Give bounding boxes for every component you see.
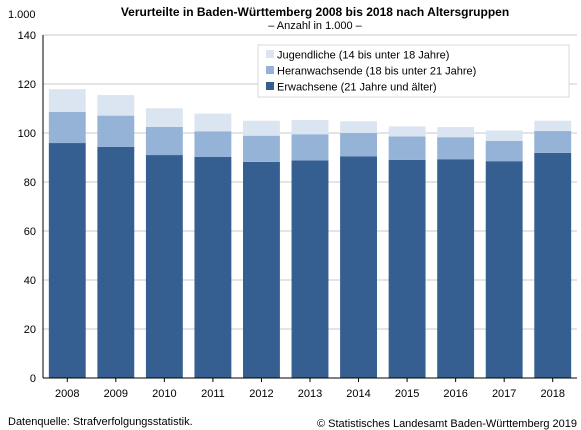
x-tick-label: 2013 bbox=[298, 388, 322, 400]
bar-segment bbox=[388, 126, 426, 137]
legend-label: Jugendliche (14 bis unter 18 Jahre) bbox=[277, 50, 449, 62]
bar-segment bbox=[437, 159, 475, 378]
legend-label: Erwachsene (21 Jahre und älter) bbox=[277, 82, 437, 94]
x-tick-label: 2017 bbox=[492, 388, 516, 400]
bar-segment bbox=[340, 156, 377, 378]
bar-segment bbox=[243, 161, 280, 378]
bar-segment bbox=[534, 120, 572, 132]
legend-swatch bbox=[266, 82, 274, 90]
bar-segment bbox=[485, 161, 523, 378]
y-tick-label: 100 bbox=[18, 128, 36, 140]
y-axis-unit-label: 1.000 bbox=[8, 9, 36, 21]
bar-segment bbox=[145, 108, 183, 127]
x-tick-label: 2015 bbox=[395, 388, 419, 400]
bar-segment bbox=[388, 159, 426, 378]
chart-subtitle: – Anzahl in 1.000 – bbox=[268, 20, 362, 32]
bar-segment bbox=[97, 146, 135, 378]
x-tick-label: 2008 bbox=[55, 388, 79, 400]
bar-segment bbox=[534, 152, 572, 378]
bar-segment bbox=[194, 113, 232, 132]
y-tick-label: 40 bbox=[24, 275, 36, 287]
bar-segment bbox=[291, 134, 329, 161]
bar-segment bbox=[97, 95, 135, 116]
bar-segment bbox=[243, 120, 280, 136]
bar-segment bbox=[48, 89, 86, 112]
x-tick-label: 2009 bbox=[104, 388, 128, 400]
y-tick-label: 140 bbox=[18, 30, 36, 42]
bar-segment bbox=[48, 111, 86, 144]
bar-segment bbox=[485, 140, 523, 162]
chart-title: Verurteilte in Baden-Württemberg 2008 bi… bbox=[121, 5, 509, 19]
copyright-note: © Statistisches Landesamt Baden-Württemb… bbox=[317, 418, 577, 430]
bar-segment bbox=[48, 143, 86, 378]
legend-label: Heranwachsende (18 bis unter 21 Jahre) bbox=[277, 66, 476, 78]
bar-segment bbox=[145, 126, 183, 156]
legend-swatch bbox=[266, 50, 274, 58]
bar-segment bbox=[243, 135, 280, 162]
legend-box bbox=[257, 44, 570, 98]
bar-segment bbox=[534, 131, 572, 153]
bars bbox=[48, 89, 572, 378]
y-tick-label: 60 bbox=[24, 226, 36, 238]
bar-segment bbox=[388, 136, 426, 160]
x-tick-label: 2018 bbox=[540, 388, 564, 400]
bar-segment bbox=[485, 130, 523, 141]
bar-segment bbox=[97, 115, 135, 147]
x-tick-label: 2012 bbox=[249, 388, 273, 400]
bar-segment bbox=[194, 157, 232, 378]
bar-segment bbox=[340, 133, 377, 157]
legend: Jugendliche (14 bis unter 18 Jahre) Heran… bbox=[257, 44, 570, 98]
y-tick-label: 80 bbox=[24, 177, 36, 189]
legend-swatch bbox=[266, 66, 274, 74]
x-tick-label: 2016 bbox=[443, 388, 467, 400]
bar-segment bbox=[291, 120, 329, 135]
x-tick-label: 2011 bbox=[201, 388, 225, 400]
axes: 0 20 40 60 80 100 120 140 2008 2009 2010 2011 2012 20… bbox=[18, 30, 577, 400]
bar-segment bbox=[340, 121, 377, 133]
bar-segment bbox=[437, 127, 475, 138]
bar-segment bbox=[194, 131, 232, 158]
y-tick-label: 120 bbox=[18, 79, 36, 91]
bar-segment bbox=[145, 155, 183, 378]
bar-segment bbox=[291, 160, 329, 378]
x-tick-label: 2010 bbox=[152, 388, 176, 400]
y-tick-label: 0 bbox=[30, 373, 36, 385]
bar-segment bbox=[437, 137, 475, 160]
x-tick-label: 2014 bbox=[346, 388, 370, 400]
y-tick-label: 20 bbox=[24, 324, 36, 336]
source-note: Datenquelle: Strafverfolgungsstatistik. bbox=[8, 416, 193, 428]
